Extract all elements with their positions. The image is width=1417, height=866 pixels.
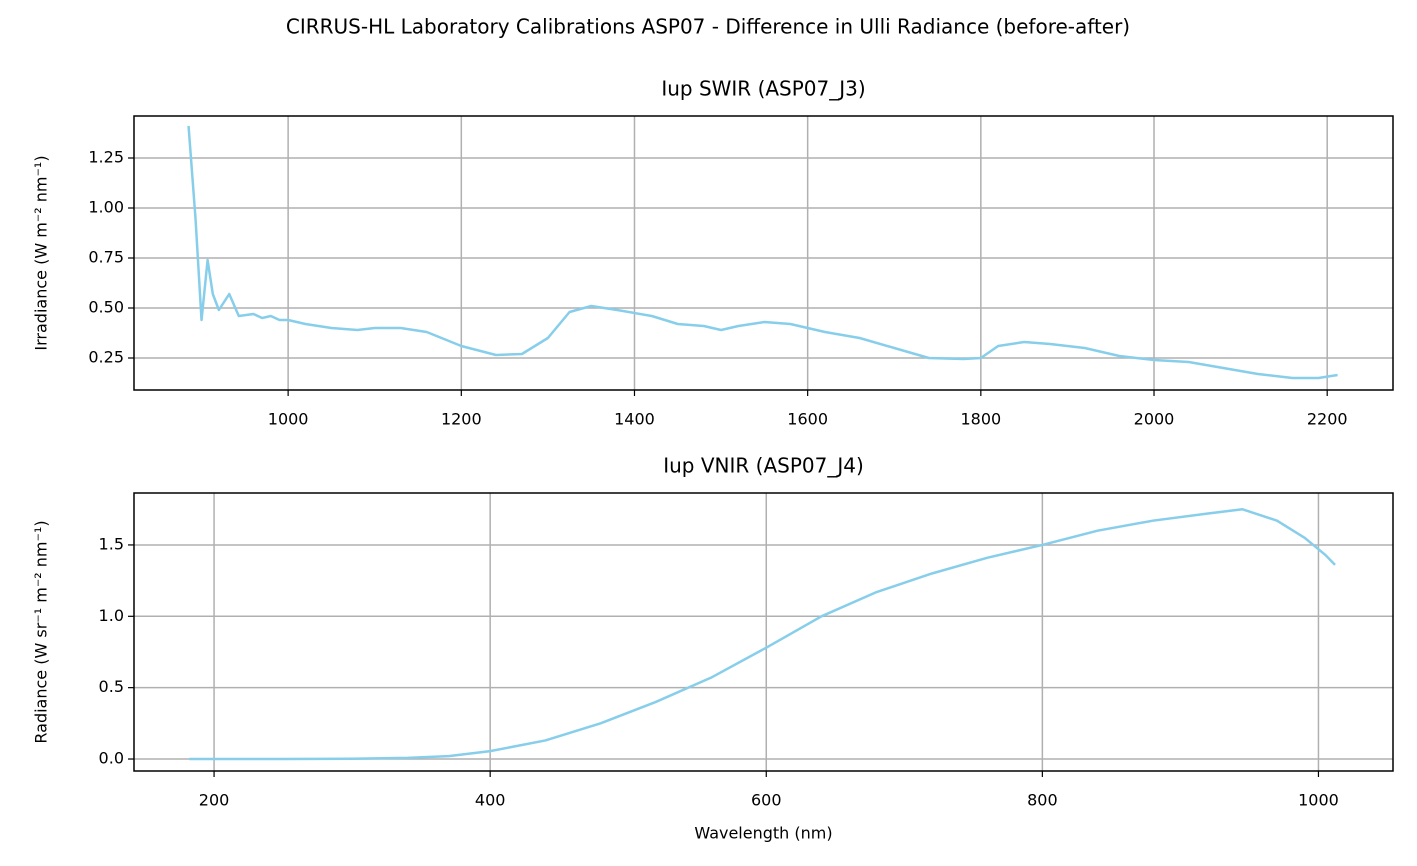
x-tick-label: 2200: [1307, 410, 1348, 429]
x-tick-label: 1400: [614, 410, 655, 429]
y-tick-label: 0.50: [88, 298, 124, 317]
x-axis-label: Wavelength (nm): [694, 824, 832, 843]
y-tick-label: 0.5: [99, 677, 124, 696]
x-tick-label: 1800: [960, 410, 1001, 429]
axes-frame: [133, 115, 1394, 391]
figure-title: CIRRUS-HL Laboratory Calibrations ASP07 …: [286, 15, 1130, 39]
y-tick-label: 0.0: [99, 749, 124, 768]
y-tick-label: 1.5: [99, 534, 124, 553]
x-tick-label: 2000: [1134, 410, 1175, 429]
y-axis-label: Radiance (W sr⁻¹ m⁻² nm⁻¹): [32, 520, 51, 743]
data-line: [189, 508, 1336, 761]
x-tick-label: 1000: [268, 410, 309, 429]
subplot-title: Iup SWIR (ASP07_J3): [661, 77, 865, 101]
y-axis-label: Irradiance (W m⁻² nm⁻¹): [32, 155, 51, 350]
x-tick-label: 1600: [787, 410, 828, 429]
x-tick-label: 400: [475, 791, 506, 810]
x-tick-label: 1200: [441, 410, 482, 429]
y-tick-label: 1.25: [88, 148, 124, 167]
subplot-title: Iup VNIR (ASP07_J4): [663, 454, 864, 478]
x-tick-label: 800: [1027, 791, 1058, 810]
y-tick-label: 1.0: [99, 606, 124, 625]
x-tick-label: 200: [199, 791, 230, 810]
y-tick-label: 0.25: [88, 348, 124, 367]
x-tick-label: 1000: [1298, 791, 1339, 810]
y-tick-label: 0.75: [88, 248, 124, 267]
x-tick-label: 600: [751, 791, 782, 810]
data-line: [187, 125, 1338, 380]
axes-frame: [133, 492, 1394, 772]
y-tick-label: 1.00: [88, 198, 124, 217]
